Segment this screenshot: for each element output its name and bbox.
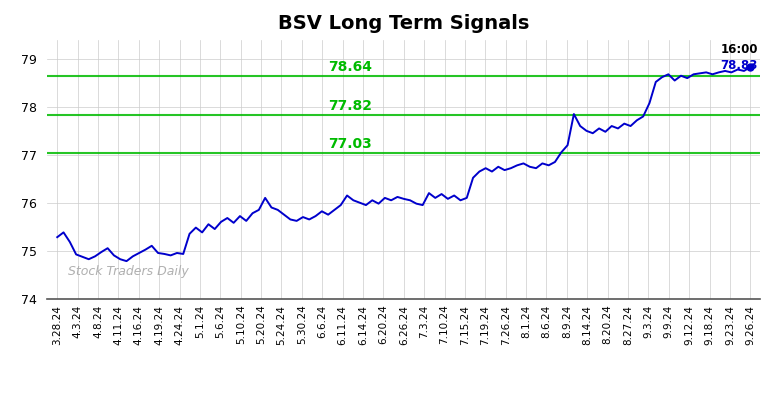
Text: 78.64: 78.64 xyxy=(328,60,372,74)
Text: 78.83: 78.83 xyxy=(720,59,757,72)
Text: 77.82: 77.82 xyxy=(328,99,372,113)
Title: BSV Long Term Signals: BSV Long Term Signals xyxy=(278,14,529,33)
Text: Stock Traders Daily: Stock Traders Daily xyxy=(68,265,189,278)
Text: 16:00: 16:00 xyxy=(720,43,757,56)
Text: 77.03: 77.03 xyxy=(328,137,372,151)
